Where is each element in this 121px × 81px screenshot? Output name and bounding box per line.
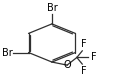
Text: F: F: [91, 52, 97, 62]
Text: F: F: [81, 66, 87, 76]
Text: Br: Br: [47, 3, 57, 13]
Text: O: O: [63, 60, 71, 70]
Text: Br: Br: [1, 48, 12, 58]
Text: F: F: [81, 39, 87, 49]
